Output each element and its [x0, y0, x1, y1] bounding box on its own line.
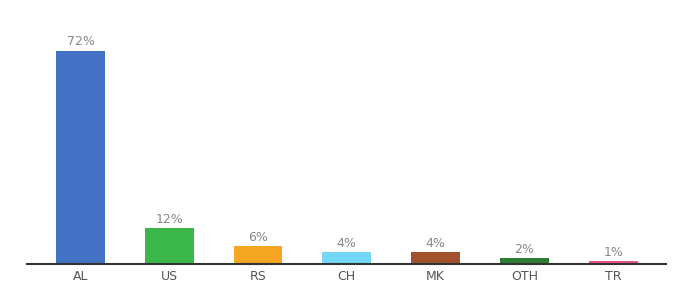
Bar — [145, 228, 194, 264]
Text: 12%: 12% — [155, 213, 183, 226]
Text: 72%: 72% — [67, 35, 95, 48]
Text: 1%: 1% — [603, 246, 623, 259]
Bar — [322, 252, 371, 264]
Bar — [500, 258, 549, 264]
Text: 2%: 2% — [514, 243, 534, 256]
Bar — [411, 252, 460, 264]
Text: 4%: 4% — [426, 237, 445, 250]
Bar — [234, 246, 282, 264]
Bar — [56, 51, 105, 264]
Text: 6%: 6% — [248, 231, 268, 244]
Bar — [589, 261, 638, 264]
Text: 4%: 4% — [337, 237, 357, 250]
